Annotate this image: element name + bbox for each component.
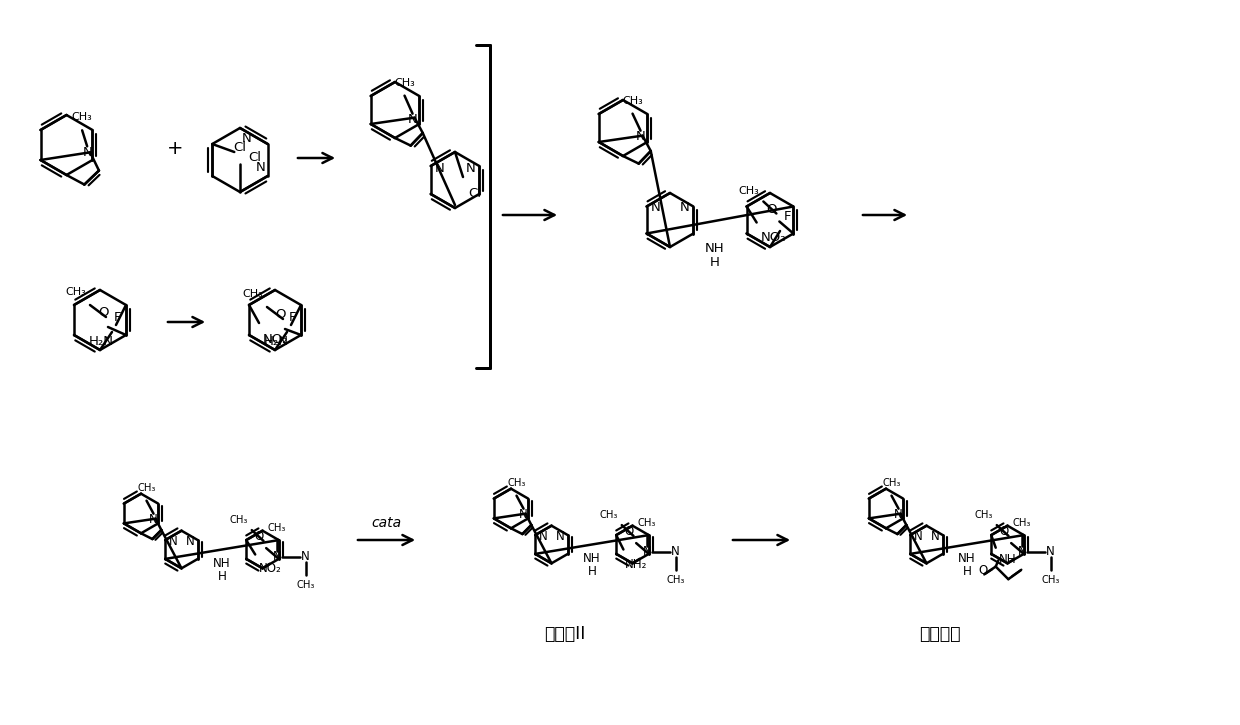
Text: 结构式II: 结构式II (544, 626, 585, 644)
Text: N: N (82, 146, 92, 159)
Text: NH: NH (998, 553, 1016, 566)
Text: H: H (588, 565, 596, 578)
Text: CH₃: CH₃ (394, 78, 415, 88)
Text: CH₃: CH₃ (242, 289, 263, 299)
Text: CH₃: CH₃ (1013, 518, 1032, 529)
Text: H: H (962, 565, 971, 578)
Text: N: N (169, 534, 177, 547)
Text: N: N (149, 513, 157, 526)
Text: 奥西替尼: 奥西替尼 (919, 626, 961, 644)
Text: CH₃: CH₃ (739, 186, 759, 196)
Text: O: O (978, 564, 988, 576)
Text: cata: cata (371, 516, 401, 530)
Text: NH₂: NH₂ (625, 558, 647, 571)
Text: N: N (465, 162, 475, 175)
Text: CH₃: CH₃ (72, 112, 93, 123)
Text: N: N (636, 130, 645, 143)
Text: N: N (242, 132, 252, 145)
Text: CH₃: CH₃ (229, 515, 248, 525)
Text: N: N (186, 534, 195, 547)
Text: O: O (254, 530, 263, 543)
Text: +: + (166, 138, 184, 157)
Text: O: O (99, 306, 109, 319)
Text: N: N (1047, 545, 1055, 558)
Text: H: H (217, 570, 227, 583)
Text: N: N (894, 508, 903, 521)
Text: F: F (114, 311, 122, 324)
Text: N: N (671, 545, 680, 558)
Text: CH₃: CH₃ (975, 510, 993, 520)
Text: N: N (680, 201, 689, 214)
Text: O: O (766, 202, 776, 215)
Text: H: H (711, 256, 720, 269)
Text: H₂N: H₂N (264, 335, 289, 348)
Text: N: N (914, 529, 923, 542)
Text: CH₃: CH₃ (883, 478, 900, 489)
Text: CH₃: CH₃ (637, 518, 656, 529)
Text: N: N (642, 545, 651, 558)
Text: N: N (520, 508, 528, 521)
Text: N: N (435, 162, 444, 175)
Text: N: N (255, 161, 265, 174)
Text: NO₂: NO₂ (259, 562, 281, 575)
Text: NH: NH (583, 552, 601, 566)
Text: N: N (651, 201, 661, 214)
Text: N: N (930, 529, 939, 542)
Text: CH₃: CH₃ (268, 523, 286, 533)
Text: N: N (1018, 545, 1027, 558)
Text: Cl: Cl (248, 151, 262, 164)
Text: CH₃: CH₃ (138, 484, 156, 494)
Text: CH₃: CH₃ (507, 478, 526, 489)
Text: N: N (408, 113, 418, 126)
Text: N: N (539, 529, 548, 542)
Text: O: O (624, 525, 634, 538)
Text: CH₃: CH₃ (600, 510, 619, 520)
Text: Cl: Cl (233, 141, 247, 154)
Text: O: O (275, 308, 286, 321)
Text: NO₂: NO₂ (263, 333, 289, 346)
Text: CH₃: CH₃ (667, 575, 684, 585)
Text: CH₃: CH₃ (622, 96, 642, 106)
Text: CH₃: CH₃ (296, 580, 315, 590)
Text: NH: NH (959, 552, 976, 566)
Text: N: N (556, 529, 564, 542)
Text: H₂N: H₂N (89, 335, 114, 348)
Text: O: O (999, 525, 1008, 538)
Text: NO₂: NO₂ (760, 231, 786, 244)
Text: CH₃: CH₃ (1042, 575, 1060, 585)
Text: F: F (289, 311, 296, 324)
Text: N: N (273, 550, 281, 563)
Text: NH: NH (706, 242, 725, 255)
Text: NH: NH (213, 558, 231, 571)
Text: CH₃: CH₃ (66, 287, 86, 297)
Text: Cl: Cl (467, 187, 481, 200)
Text: N: N (301, 550, 310, 563)
Text: F: F (784, 210, 791, 223)
